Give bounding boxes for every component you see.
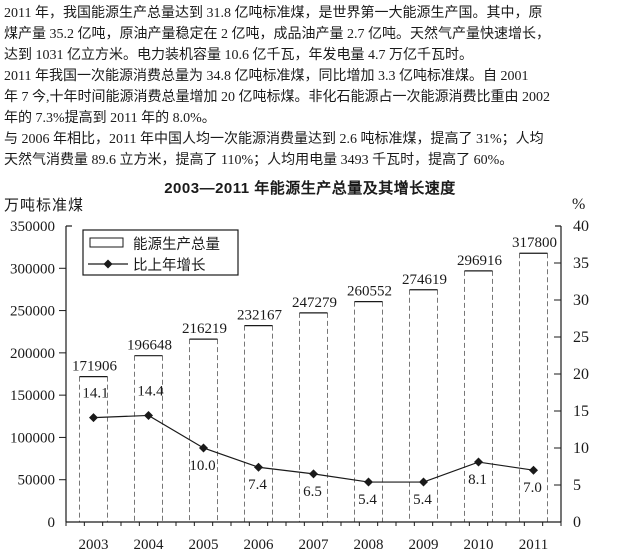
right-axis-tick-label: 25	[573, 329, 589, 346]
bar	[519, 253, 548, 522]
right-axis-tick-label: 30	[573, 292, 589, 309]
body-text-line: 与 2006 年相比，2011 年中国人均一次能源消费量达到 2.6 吨标准煤，…	[4, 132, 544, 147]
x-axis-category-label: 2004	[134, 537, 165, 553]
bar-value-label: 216219	[182, 321, 227, 337]
bar	[134, 355, 163, 522]
x-axis-category-label: 2008	[354, 537, 384, 553]
x-axis-category-label: 2007	[299, 537, 330, 553]
energy-production-chart: 171906 196648 216219 232167 247279 260552 2746…	[4, 196, 589, 553]
body-text-line: 年 7 今,十年时间能源消费总量增加 20 亿吨标煤。非化石能源占一次能源消费比…	[4, 90, 550, 105]
x-axis-category-label: 2009	[409, 537, 439, 553]
chart-title: 2003—2011 年能源生产总量及其增长速度	[164, 180, 456, 197]
x-axis-category-label: 2006	[244, 537, 275, 553]
growth-value-label: 6.5	[303, 484, 322, 500]
bar	[299, 312, 328, 522]
x-axis-category-label: 2003	[79, 537, 109, 553]
x-axis-category-label: 2010	[464, 537, 494, 553]
left-axis-unit-label: 万吨标准煤	[4, 197, 84, 214]
growth-point-marker	[529, 465, 538, 475]
bar	[464, 270, 493, 522]
right-axis-tick-label: 15	[573, 403, 589, 420]
left-axis-tick-label: 0	[48, 515, 56, 531]
right-axis-tick-label: 40	[573, 218, 589, 235]
right-axis-tick-label: 10	[573, 440, 589, 457]
x-axis-category-label: 2011	[519, 537, 548, 553]
bar	[354, 301, 383, 522]
left-axis-tick-label: 250000	[10, 304, 55, 320]
bar-value-label: 247279	[292, 295, 337, 311]
growth-value-label: 14.4	[137, 383, 164, 399]
left-axis-tick-label: 300000	[10, 261, 55, 277]
growth-point-marker	[254, 462, 263, 472]
legend-bar-swatch	[89, 237, 124, 248]
x-axis-category-label: 2005	[189, 537, 219, 553]
body-text-line: 2011 年，我国能源生产总量达到 31.8 亿吨标准煤，是世界第一大能源生产国…	[4, 6, 543, 21]
growth-value-label: 5.4	[358, 492, 377, 508]
right-axis-tick-label: 20	[573, 366, 589, 383]
growth-point-marker	[474, 457, 483, 467]
growth-point-marker	[419, 477, 428, 487]
legend-label-production: 能源生产总量	[133, 236, 220, 253]
left-axis-tick-label: 150000	[10, 388, 55, 404]
growth-point-marker	[144, 410, 153, 420]
growth-point-marker	[89, 413, 98, 423]
bar-value-label: 296916	[457, 253, 503, 269]
bar-value-label: 196648	[127, 338, 172, 354]
growth-value-label: 5.4	[413, 492, 432, 508]
growth-value-label: 10.0	[189, 458, 215, 474]
body-text-line: 达到 1031 亿立方米。电力装机容量 10.6 亿千瓦，年发电量 4.7 万亿…	[4, 48, 473, 63]
bar-value-label: 274619	[402, 272, 447, 288]
body-text-line: 煤产量 35.2 亿吨，原油产量稳定在 2 亿吨，成品油产量 2.7 亿吨。天然…	[4, 27, 550, 42]
growth-value-label: 8.1	[468, 472, 487, 488]
left-axis-tick-label: 350000	[10, 219, 55, 235]
bar	[409, 289, 438, 522]
growth-point-marker	[199, 443, 208, 453]
right-axis-tick-label: 5	[573, 477, 581, 494]
right-axis-tick-label: 0	[573, 514, 581, 531]
bar-value-label: 260552	[347, 284, 392, 300]
growth-value-label: 14.1	[82, 386, 108, 402]
bar-value-label: 232167	[237, 308, 283, 324]
legend-diamond-marker	[103, 259, 113, 269]
bar-value-label: 317800	[512, 235, 557, 251]
bar	[189, 339, 218, 522]
body-text-line: 天然气消费量 89.6 立方米，提高了 110%；人均用电量 3493 千瓦时，…	[4, 153, 514, 168]
right-axis-unit-label: %	[572, 196, 585, 213]
growth-value-label: 7.0	[523, 480, 542, 496]
body-text: 2011 年，我国能源生产总量达到 31.8 亿吨标准煤，是世界第一大能源生产国…	[4, 3, 618, 171]
left-axis-tick-label: 100000	[10, 430, 55, 446]
legend-label-growth: 比上年增长	[133, 257, 206, 274]
growth-value-label: 7.4	[248, 477, 267, 493]
left-axis-tick-label: 200000	[10, 346, 55, 362]
right-axis-tick-label: 35	[573, 255, 589, 272]
left-axis-tick-label: 50000	[18, 473, 56, 489]
growth-point-marker	[309, 469, 318, 479]
growth-point-marker	[364, 477, 373, 487]
bar	[244, 325, 273, 522]
bar	[79, 376, 108, 522]
body-text-line: 2011 年我国一次能源消费总量为 34.8 亿吨标准煤，同比增加 3.3 亿吨…	[4, 69, 529, 84]
bar-value-label: 171906	[72, 359, 118, 375]
body-text-line: 年的 7.3%提高到 2011 年的 8.0%。	[4, 111, 216, 126]
